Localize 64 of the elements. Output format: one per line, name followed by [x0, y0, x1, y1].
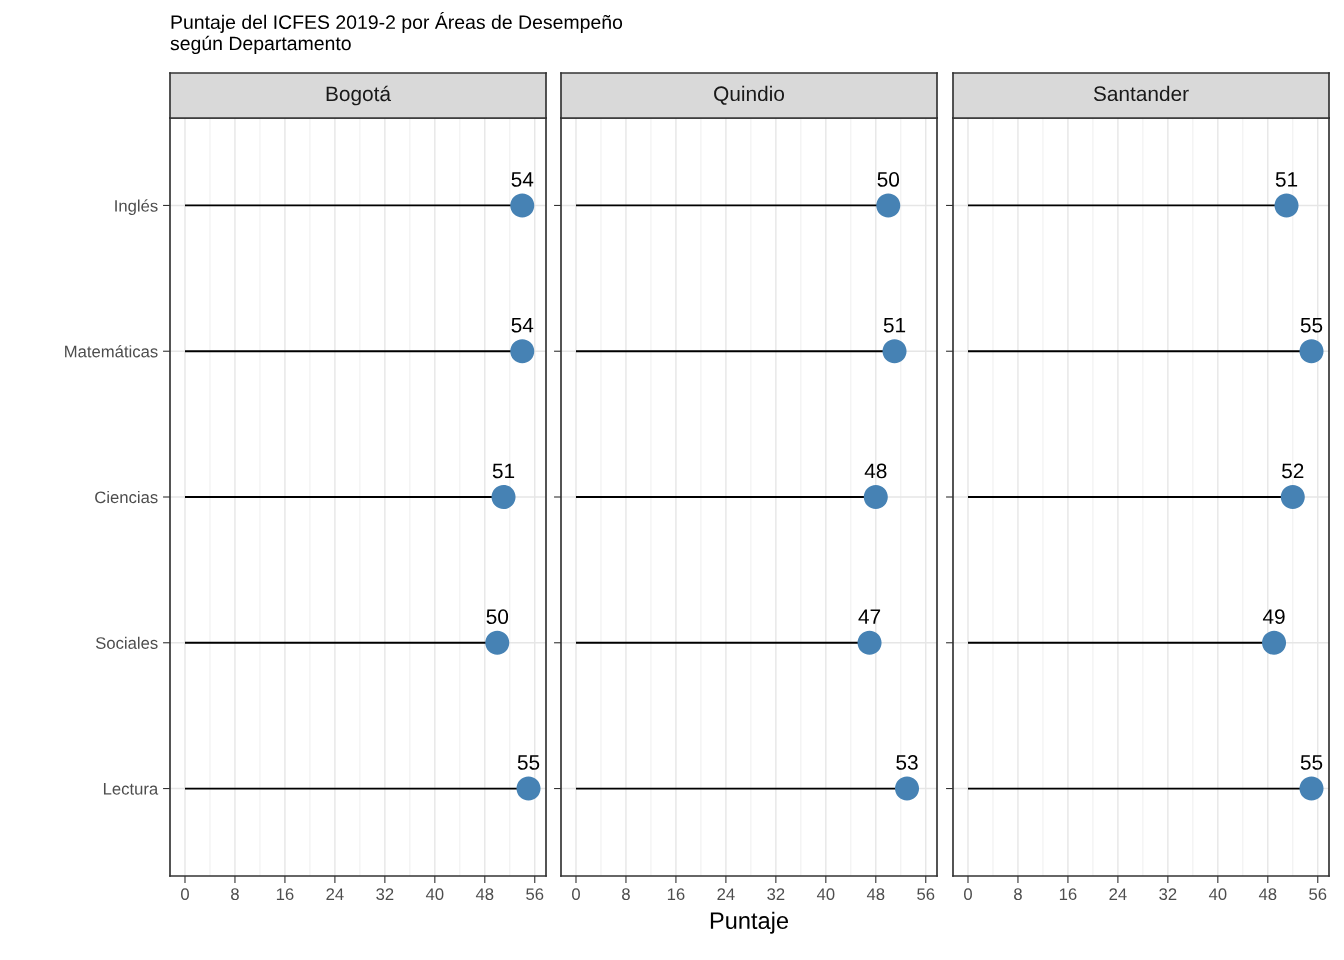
- chart-title: Santander: [1093, 85, 1189, 102]
- data-label: 47: [858, 609, 881, 624]
- point: [1299, 776, 1324, 801]
- point: [1262, 630, 1287, 655]
- data-label: 55: [1300, 755, 1323, 770]
- point: [894, 776, 920, 801]
- data-label: 54: [511, 172, 534, 187]
- x-tick-label: 40: [816, 888, 835, 901]
- point: [1274, 193, 1299, 218]
- x-tick-label: 8: [622, 888, 630, 901]
- x-tick-label: 56: [917, 888, 935, 901]
- data-label: 55: [517, 755, 540, 770]
- y-tick-label: Sociales: [95, 636, 158, 649]
- data-label: 54: [511, 318, 534, 333]
- chart-title: Quindio: [714, 85, 785, 105]
- chart-title: Bogotá: [326, 85, 392, 106]
- point: [857, 630, 882, 655]
- data-label: 52: [1282, 463, 1304, 479]
- x-tick-label: 24: [326, 888, 344, 900]
- x-tick-label: 24: [1109, 888, 1127, 900]
- y-tick-label: Matemáticas: [65, 345, 158, 358]
- data-label: 50: [486, 609, 509, 625]
- y-tick-label: Ciencias: [95, 490, 158, 504]
- data-label: 53: [896, 755, 918, 770]
- point: [516, 776, 541, 801]
- data-label: 50: [877, 172, 900, 187]
- x-axis-title: Puntaje: [710, 911, 788, 934]
- x-tick-label: 0: [181, 888, 189, 901]
- x-tick-label: 16: [1059, 888, 1077, 901]
- point: [863, 484, 888, 510]
- point: [510, 193, 535, 218]
- text: Puntaje del ICFES 2019-2 por Áreas de Desempeño según Departamento: [170, 12, 623, 55]
- y-tick-label: Inglés: [115, 199, 158, 216]
- x-tick-label: 32: [1159, 888, 1177, 901]
- x-tick-label: 48: [1258, 888, 1277, 901]
- x-tick-label: 8: [231, 888, 239, 901]
- x-tick-label: 32: [767, 888, 785, 901]
- point: [882, 339, 907, 364]
- x-tick-label: 40: [425, 888, 444, 901]
- x-tick-label: 32: [376, 888, 394, 901]
- x-tick-label: 48: [866, 888, 885, 901]
- point: [491, 484, 516, 510]
- point: [1299, 339, 1324, 364]
- x-tick-label: 16: [276, 888, 294, 901]
- point: [510, 339, 535, 364]
- x-tick-label: 40: [1208, 888, 1227, 901]
- x-tick-label: 0: [572, 888, 580, 901]
- x-tick-label: 56: [1309, 888, 1327, 901]
- point: [1280, 484, 1305, 510]
- data-label: 51: [1275, 172, 1298, 187]
- data-label: 48: [864, 463, 887, 479]
- x-tick-label: 56: [526, 888, 544, 901]
- point: [876, 193, 901, 218]
- x-tick-label: 16: [667, 888, 685, 901]
- data-label: 55: [1300, 318, 1323, 333]
- data-label: 51: [883, 318, 906, 333]
- y-tick-label: Lectura: [103, 783, 159, 795]
- data-label: 51: [492, 463, 515, 479]
- x-tick-label: 48: [475, 888, 494, 901]
- x-tick-label: 0: [964, 888, 972, 901]
- x-tick-label: 8: [1014, 888, 1022, 901]
- x-tick-label: 24: [717, 888, 735, 900]
- point: [485, 630, 510, 655]
- data-label: 49: [1262, 609, 1285, 625]
